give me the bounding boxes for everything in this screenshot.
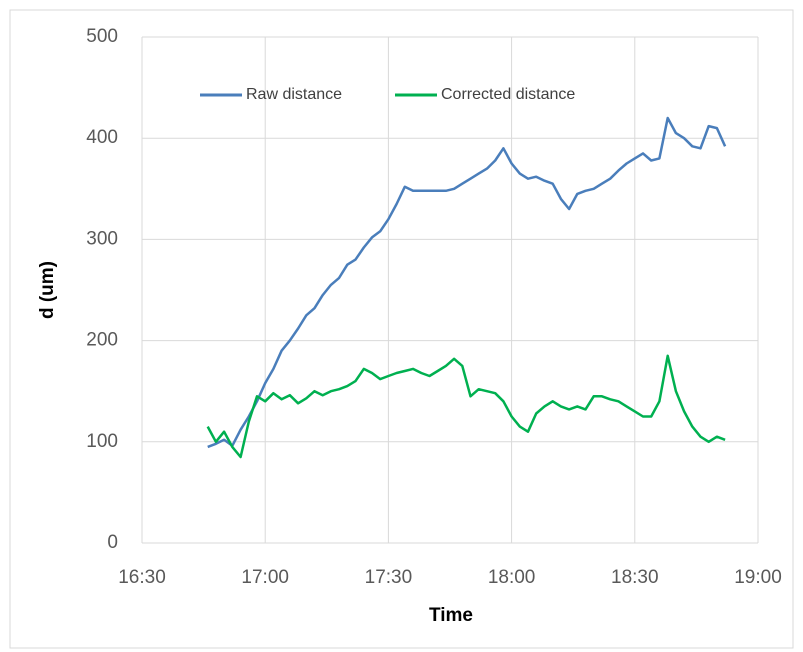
x-tick-label: 17:30 [365,567,413,588]
y-tick-label: 200 [86,330,118,351]
series-line [206,354,726,459]
x-tick-label: 18:30 [611,567,659,588]
y-tick-label: 0 [107,532,118,553]
x-tick-label: 18:00 [488,567,536,588]
chart-frame [9,9,794,649]
y-tick-label: 400 [86,127,118,148]
legend-label: Corrected distance [441,86,575,103]
y-tick-label: 300 [86,228,118,249]
y-axis-title: d (um) [37,261,58,319]
x-axis-title: Time [429,605,473,626]
x-tick-label: 16:30 [118,567,166,588]
series-line [207,116,727,449]
legend-label: Raw distance [246,86,342,103]
x-tick-label: 17:00 [241,567,289,588]
x-tick-label: 19:00 [734,567,782,588]
y-tick-label: 500 [86,26,118,47]
y-tick-label: 100 [86,431,118,452]
